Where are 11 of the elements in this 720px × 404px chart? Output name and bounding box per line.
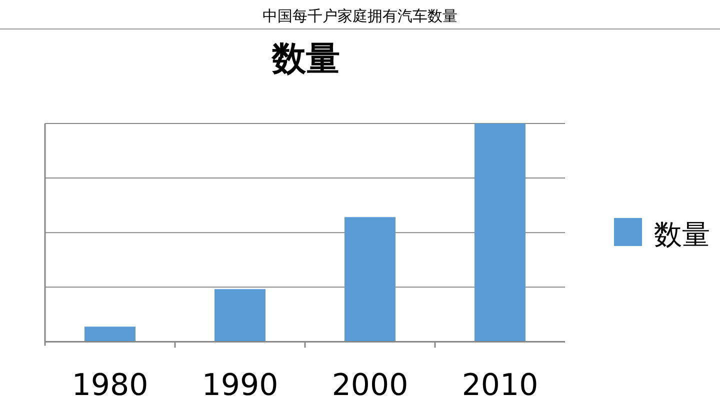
x-tick-label: 2000 xyxy=(332,368,408,403)
chart-subtitle: 数量 xyxy=(271,39,340,79)
bar xyxy=(344,217,396,342)
chart-title: 中国每千户家庭拥有汽车数量 xyxy=(262,7,458,25)
x-tick-label: 1990 xyxy=(202,368,278,403)
x-tick-label: 2010 xyxy=(462,368,538,403)
bar xyxy=(84,326,136,342)
bar xyxy=(214,289,266,342)
bar xyxy=(474,124,526,342)
x-tick-label: 1980 xyxy=(72,368,148,403)
legend-label: 数量 xyxy=(654,218,710,251)
